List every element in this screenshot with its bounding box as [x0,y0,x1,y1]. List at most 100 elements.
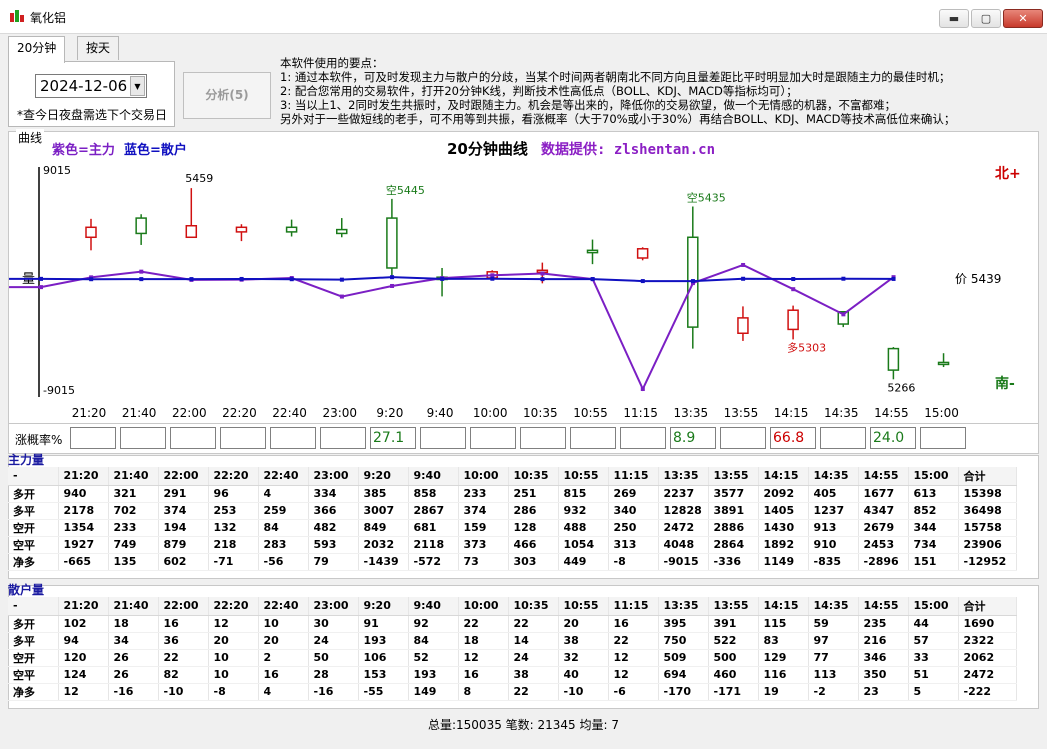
column-header: 10:55 [558,597,609,616]
table-cell: 82 [158,666,209,684]
table-cell: 1149 [758,553,809,571]
table-cell: -170 [658,683,709,701]
table-cell: 96 [208,485,259,503]
table-cell: 120 [58,649,109,667]
table-cell: 852 [908,502,959,520]
probability-label: 涨概率% [15,433,63,447]
window-title: 氧化铝 [30,11,67,25]
table-cell: 16 [458,666,509,684]
table-cell: 321 [108,485,159,503]
minimize-button[interactable]: ▬ [939,9,969,28]
table-cell: 291 [158,485,209,503]
table-cell: 32 [558,649,609,667]
table-cell: 33 [908,649,959,667]
table-cell: 94 [58,632,109,650]
table-cell: 20 [558,615,609,633]
table-cell: 57 [908,632,959,650]
main-force-point [490,273,495,278]
table-cell: 22 [158,649,209,667]
table-cell: 749 [108,536,159,554]
probability-cell [920,427,966,449]
column-header: 15:00 [908,597,959,616]
table-cell: 19 [758,683,809,701]
probability-cell [720,427,766,449]
chevron-down-icon[interactable]: ▼ [130,76,145,96]
main-force-point [841,312,846,317]
column-header: 10:00 [458,467,509,486]
column-header: 9:40 [408,597,459,616]
table-cell: 77 [808,649,859,667]
column-header: 22:20 [208,597,259,616]
analyze-button[interactable]: 分析(5) [183,72,271,119]
table-cell: 20 [258,632,309,650]
row-label: 多平 [8,632,59,650]
table-cell: 18 [458,632,509,650]
table-cell: 16 [158,615,209,633]
table-cell: 702 [108,502,159,520]
chart-panel: 紫色=主力 蓝色=散户 20分钟曲线 数据提供: zlshentan.cn 90… [8,131,1039,424]
table-cell: 92 [408,615,459,633]
date-select[interactable]: 2024-12-06 ▼ [35,74,147,98]
table-cell: 22 [458,615,509,633]
column-header: 13:55 [708,467,759,486]
table-cell: 449 [558,553,609,571]
column-header: 21:20 [58,597,109,616]
main-force-table: -21:20 21:40 22:00 22:20 22:40 23:00 9:20 9:40 1… [8,467,1017,571]
column-header: 22:00 [158,467,209,486]
table-cell: -9015 [658,553,709,571]
table-cell: -222 [958,683,1017,701]
table-cell: 34 [108,632,159,650]
column-header: 10:55 [558,467,609,486]
table-cell: -336 [708,553,759,571]
table-cell: 750 [658,632,709,650]
table-cell: -665 [58,553,109,571]
table-cell: -10 [158,683,209,701]
retail-point [289,277,294,282]
table-header-row: -21:20 21:40 22:00 22:20 22:40 23:00 9:20 9:40 1… [8,467,1017,486]
row-label: 空平 [8,536,59,554]
table-cell: 2679 [858,519,909,537]
main-force-point [640,387,645,391]
table-cell: 102 [58,615,109,633]
table-cell: 250 [608,519,659,537]
note-line: 另外对于一些做短线的老手，可不用等到共振，看涨概率（大于70%或小于30%）再结… [280,112,956,126]
table-cell: 509 [658,649,709,667]
probability-cell [420,427,466,449]
candle-body [837,311,849,325]
table-cell: 3891 [708,502,759,520]
probability-cell: 24.0 [870,427,916,449]
row-label: 空开 [8,649,59,667]
column-header: 9:20 [358,467,409,486]
close-button[interactable]: ✕ [1003,9,1043,28]
retail-point [540,277,545,282]
main-force-point [39,285,43,290]
table-cell: 132 [208,519,259,537]
app-icon [10,10,24,24]
table-cell: 251 [508,485,559,503]
table-cell: 24 [308,632,359,650]
table-cell: 350 [858,666,909,684]
table-cell: 932 [558,502,609,520]
table-cell: 193 [358,632,409,650]
table-cell: 2237 [658,485,709,503]
main-force-point [690,281,695,286]
table-row: 空平 124 26 82 10 16 28 153 193 16 38 40 12 694 460 116 11… [8,666,1017,684]
table-cell: -572 [408,553,459,571]
table-cell: 910 [808,536,859,554]
column-header: 10:35 [508,597,559,616]
tab-20min[interactable]: 20分钟 [8,36,66,63]
table-row: 净多 12 -16 -10 -8 4 -16 -55 149 8 22 -10 -6 -170 -171 19… [8,683,1017,701]
table-cell: 73 [458,553,509,571]
table-cell: 10 [258,615,309,633]
probability-cell: 27.1 [370,427,416,449]
table-cell: 1677 [858,485,909,503]
table-cell: 113 [808,666,859,684]
tab-daily[interactable]: 按天 [77,36,120,60]
retail-point [139,277,144,282]
maximize-button[interactable]: ▢ [971,9,1001,28]
retail-point [440,276,445,281]
table-cell: 313 [608,536,659,554]
table-cell: 2062 [958,649,1017,667]
table-cell: 12 [458,649,509,667]
table-cell: 283 [258,536,309,554]
